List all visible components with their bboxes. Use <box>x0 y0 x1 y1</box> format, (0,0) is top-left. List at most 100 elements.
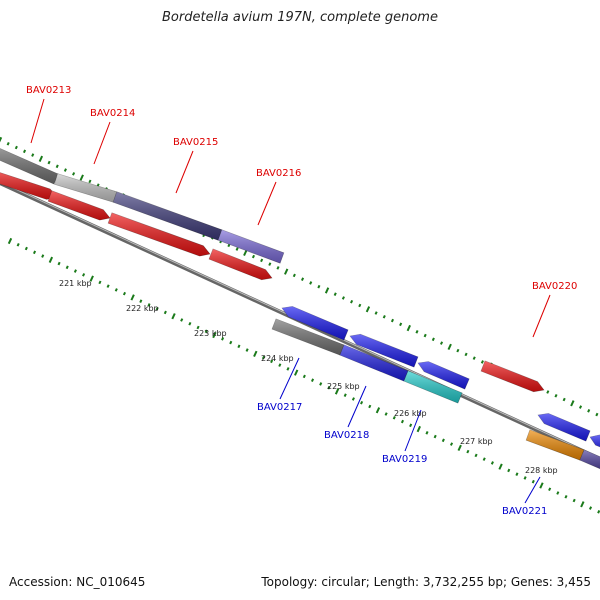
tick-mark <box>324 287 330 294</box>
tick-mark <box>351 397 355 401</box>
tick-mark <box>114 288 118 292</box>
cds-arrow-edge <box>589 434 600 448</box>
inner-tick-row <box>7 237 600 514</box>
tick-mark <box>564 494 568 499</box>
tick-mark <box>400 419 405 424</box>
tick-mark <box>415 330 419 334</box>
tick-mark <box>406 324 411 332</box>
kbp-label: 226 kbp <box>394 409 427 418</box>
cds-arrow-bav0220 <box>480 360 545 393</box>
tick-mark <box>333 292 337 296</box>
tick-mark <box>358 303 362 308</box>
leader-line <box>524 476 541 504</box>
gene-label-bav0214[interactable]: BAV0214 <box>90 108 135 119</box>
tick-mark <box>360 400 364 405</box>
tick-mark <box>147 303 151 307</box>
leader-line <box>257 181 277 226</box>
tick-mark <box>597 510 600 514</box>
tick-mark <box>531 479 535 484</box>
kbp-label: 228 kbp <box>525 466 558 475</box>
tick-mark <box>79 174 84 181</box>
tick-mark <box>235 247 239 251</box>
kbp-label: 221 kbp <box>59 279 92 288</box>
tick-mark <box>539 482 544 489</box>
tick-mark <box>73 269 77 273</box>
tick-mark <box>375 407 381 414</box>
tick-mark <box>570 400 575 407</box>
tick-mark <box>334 388 340 395</box>
tick-mark <box>278 363 282 367</box>
tick-mark <box>6 141 10 146</box>
gene-label-bav0213[interactable]: BAV0213 <box>26 85 71 96</box>
tick-mark <box>327 385 331 390</box>
cds-arrow-bav0217 <box>281 306 349 341</box>
tick-mark <box>188 321 192 326</box>
tick-mark <box>22 149 27 154</box>
tick-mark <box>82 273 86 277</box>
tick-mark <box>399 322 403 327</box>
leader-line <box>279 357 300 400</box>
tick-mark <box>24 246 28 251</box>
tick-mark <box>55 164 59 169</box>
tick-mark <box>392 415 396 420</box>
tick-mark <box>32 250 37 255</box>
tick-mark <box>106 284 110 288</box>
gene-block-bav0219 <box>403 370 463 404</box>
tick-mark <box>350 299 354 304</box>
tick-mark <box>286 367 290 371</box>
tick-mark <box>155 306 159 311</box>
tick-mark <box>229 340 233 345</box>
cds-arrow-bav0218 <box>349 333 419 368</box>
tick-mark <box>294 369 299 376</box>
tick-mark <box>180 318 184 322</box>
tick-mark <box>300 277 305 281</box>
tick-mark <box>595 412 599 417</box>
leader-line <box>347 385 367 428</box>
tick-mark <box>65 265 69 270</box>
tick-mark <box>253 350 258 357</box>
tick-mark <box>302 374 306 379</box>
tick-mark <box>507 468 511 473</box>
gene-label-bav0218[interactable]: BAV0218 <box>324 430 369 441</box>
tick-mark <box>556 491 560 495</box>
kbp-label: 222 kbp <box>126 304 159 313</box>
leader-line <box>404 409 422 452</box>
tick-mark <box>490 461 494 465</box>
tick-mark <box>425 431 429 435</box>
cds-arrow-bav0214 <box>47 190 111 221</box>
leader-line <box>532 294 551 338</box>
leader-line <box>93 121 111 165</box>
tick-mark <box>523 476 527 480</box>
tick-mark <box>48 256 54 263</box>
tick-mark <box>441 438 445 443</box>
tick-mark <box>480 360 484 364</box>
tick-mark <box>449 442 454 446</box>
tick-mark <box>343 393 347 397</box>
gene-label-bav0219[interactable]: BAV0219 <box>382 454 427 465</box>
gene-label-bav0220[interactable]: BAV0220 <box>532 281 577 292</box>
tick-mark <box>472 356 476 360</box>
tick-mark <box>319 382 323 386</box>
tick-mark <box>260 258 264 263</box>
tick-mark <box>498 463 503 470</box>
tick-mark <box>14 145 18 150</box>
tick-mark <box>221 337 225 341</box>
gene-label-bav0221[interactable]: BAV0221 <box>502 506 547 517</box>
tick-mark <box>587 409 591 413</box>
gene-label-bav0217[interactable]: BAV0217 <box>257 402 302 413</box>
tick-mark <box>0 136 3 143</box>
kbp-label: 225 kbp <box>327 382 360 391</box>
tick-mark <box>41 254 45 258</box>
tick-mark <box>227 243 231 248</box>
tick-mark <box>163 310 167 315</box>
accession-text: Accession: NC_010645 <box>9 575 146 589</box>
tick-mark <box>423 333 427 338</box>
gene-label-bav0216[interactable]: BAV0216 <box>256 168 301 179</box>
tick-mark <box>89 275 94 282</box>
tick-mark <box>204 329 208 334</box>
cds-arrow-bav0221 <box>537 413 591 442</box>
gene-label-bav0215[interactable]: BAV0215 <box>173 137 218 148</box>
tick-mark <box>268 262 272 266</box>
gene-block-bav0216 <box>217 229 285 264</box>
